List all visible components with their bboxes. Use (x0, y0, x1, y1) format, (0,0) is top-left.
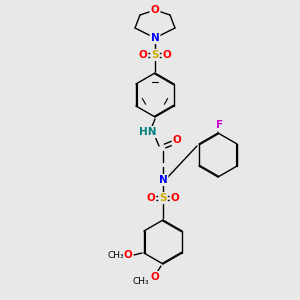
Text: O: O (171, 193, 179, 203)
Text: O: O (147, 193, 155, 203)
Text: S: S (151, 50, 159, 60)
Text: O: O (151, 5, 159, 15)
Text: CH₃: CH₃ (108, 250, 124, 260)
Text: CH₃: CH₃ (133, 277, 149, 286)
Text: O: O (163, 50, 171, 60)
Text: O: O (151, 272, 159, 282)
Text: N: N (159, 175, 167, 185)
Text: O: O (139, 50, 147, 60)
Text: F: F (216, 120, 224, 130)
Text: O: O (172, 135, 182, 145)
Text: O: O (124, 250, 132, 260)
Text: HN: HN (139, 127, 157, 137)
Text: S: S (159, 193, 167, 203)
Text: N: N (151, 33, 159, 43)
